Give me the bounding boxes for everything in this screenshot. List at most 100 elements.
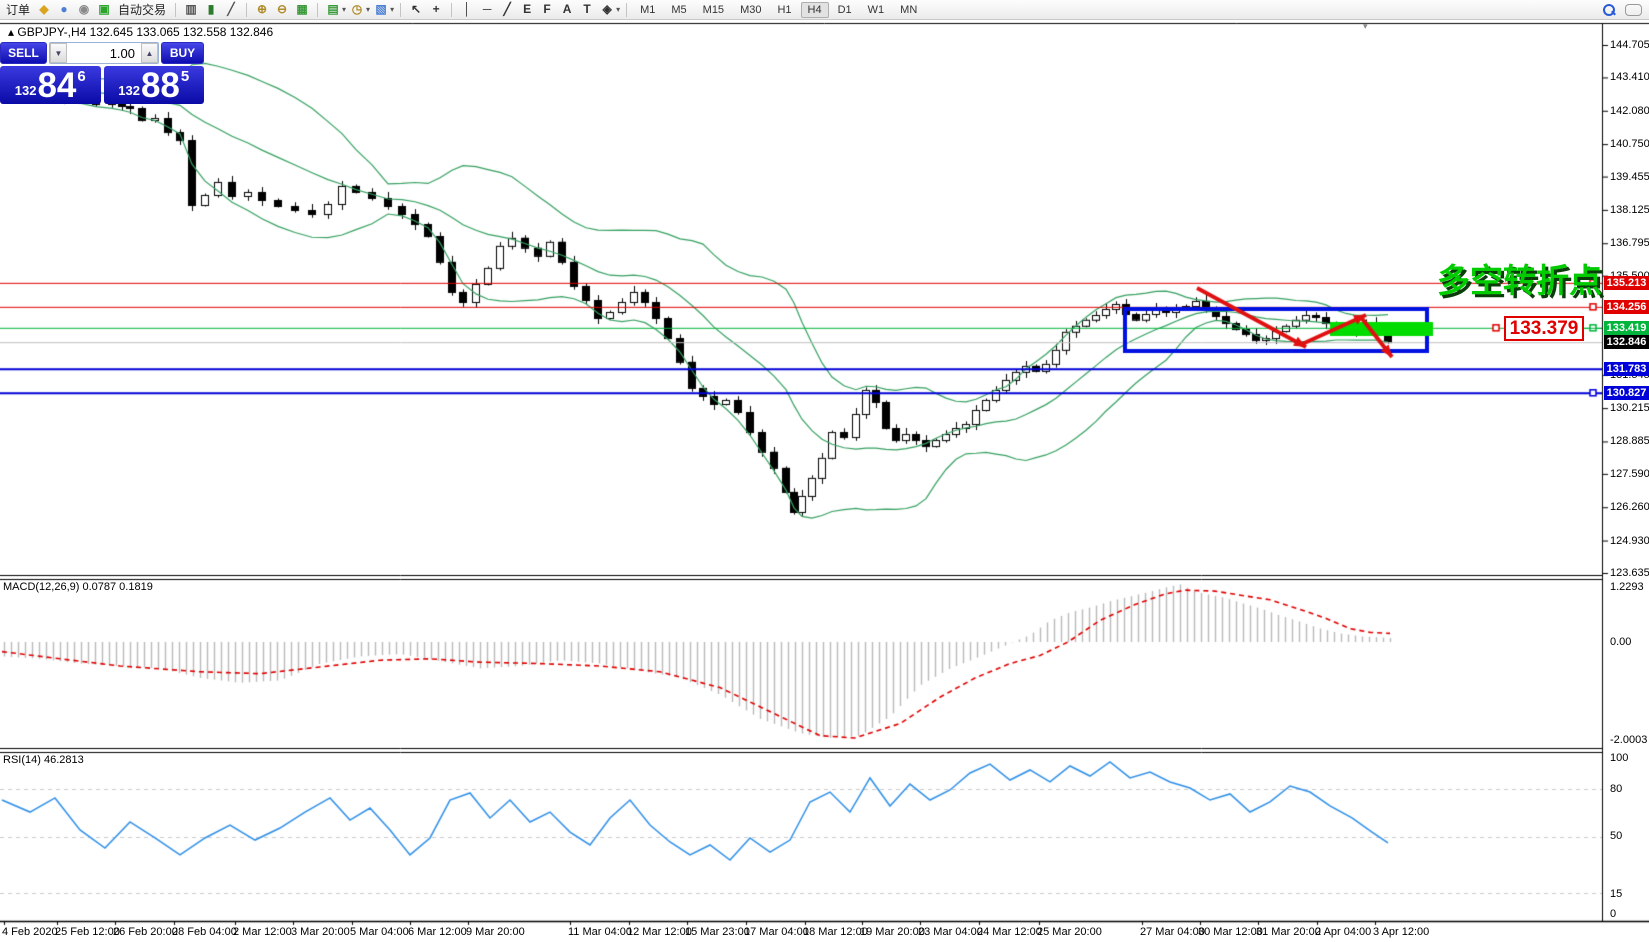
time-axis-label[interactable]: 15 Mar 23:00 xyxy=(685,926,750,938)
timeframe-button-m5[interactable]: M5 xyxy=(671,3,687,16)
sell-button[interactable]: SELL xyxy=(0,42,47,64)
buy-price-main: 88 xyxy=(140,66,180,105)
time-axis-label[interactable]: 25 Mar 20:00 xyxy=(1037,926,1102,938)
toolbar-separator xyxy=(451,2,453,17)
zoom-in-icon[interactable]: ⊕ xyxy=(257,1,268,16)
time-axis-label[interactable]: 26 Feb 20:00 xyxy=(113,926,178,938)
panel-collapse-icon[interactable]: ▾ xyxy=(1363,21,1368,31)
time-axis-label[interactable]: 4 Feb 2020 xyxy=(2,926,58,938)
time-axis-label[interactable]: 30 Mar 12:00 xyxy=(1198,926,1263,938)
rsi-indicator-label: RSI(14) 46.2813 xyxy=(3,754,84,766)
time-axis-label[interactable]: 18 Mar 12:00 xyxy=(803,926,868,938)
buy-button[interactable]: BUY xyxy=(161,42,204,64)
rsi-axis-label: 0 xyxy=(1610,908,1617,920)
time-axis-label[interactable]: 3 Apr 12:00 xyxy=(1373,926,1430,938)
price-badge-134.256: 134.256 xyxy=(1604,299,1649,314)
time-axis-label[interactable]: 2 Apr 04:00 xyxy=(1315,926,1372,938)
time-axis-label[interactable]: 5 Mar 04:00 xyxy=(350,926,409,938)
price-tick-label: 127.590 xyxy=(1610,467,1649,480)
auto-trading-icon[interactable]: ▣ xyxy=(98,1,110,16)
channel-icon[interactable]: F xyxy=(543,1,551,16)
macd-indicator-label: MACD(12,26,9) 0.0787 0.1819 xyxy=(3,581,153,593)
time-axis-label[interactable]: 17 Mar 04:00 xyxy=(744,926,809,938)
macd-axis-label: -2.0003 xyxy=(1610,734,1648,746)
buy-price-button[interactable]: 132 88 5 xyxy=(103,66,204,105)
sell-price-button[interactable]: 132 84 6 xyxy=(0,66,101,104)
price-tick-label: 139.455 xyxy=(1610,170,1649,183)
bar-chart-icon[interactable]: ▥ xyxy=(185,1,197,16)
new-chart-icon[interactable]: ▤ xyxy=(327,1,339,16)
timeframe-button-h4[interactable]: H4 xyxy=(800,1,829,18)
price-tick-label: 142.080 xyxy=(1610,104,1649,117)
crosshair-icon[interactable]: + xyxy=(432,1,440,16)
auto-trading-button[interactable]: 自动交易 xyxy=(118,3,167,17)
sell-price-pip: 6 xyxy=(77,68,86,85)
macd-axis-label: 0.00 xyxy=(1610,636,1632,648)
price-tick-label: 136.795 xyxy=(1610,237,1649,250)
volume-increase-button[interactable]: ▲ xyxy=(141,43,158,63)
toolbar-separator xyxy=(175,2,177,17)
zoom-out-icon[interactable]: ⊖ xyxy=(277,1,288,16)
new-order-button[interactable]: 订单 xyxy=(6,3,31,17)
timeframe-button-m1[interactable]: M1 xyxy=(640,3,656,16)
new-chart-icon-caret[interactable]: ▾ xyxy=(342,5,347,14)
text-icon[interactable]: A xyxy=(562,1,572,16)
search-icon[interactable] xyxy=(1603,3,1616,16)
price-callout-label[interactable]: 133.379 xyxy=(1504,316,1584,341)
timeframe-button-d1[interactable]: D1 xyxy=(837,3,852,16)
chat-icon[interactable] xyxy=(1625,3,1642,16)
turning-point-annotation[interactable]: 多空转折点 xyxy=(1437,262,1602,299)
time-axis-label[interactable]: 27 Mar 04:00 xyxy=(1140,926,1205,938)
market-watch-icon[interactable]: ◆ xyxy=(39,1,49,16)
time-axis-label[interactable]: 12 Mar 12:00 xyxy=(627,926,692,938)
price-tick-label: 130.215 xyxy=(1610,402,1649,415)
time-axis-label[interactable]: 31 Mar 20:00 xyxy=(1256,926,1321,938)
time-axis-label[interactable]: 11 Mar 04:00 xyxy=(568,926,633,938)
timeframe-button-h1[interactable]: H1 xyxy=(777,3,792,16)
candlestick-chart-icon[interactable]: ▮ xyxy=(207,1,215,16)
horizontal-line-icon[interactable]: ─ xyxy=(482,1,492,16)
toolbar-separator xyxy=(626,2,628,17)
timeframe-button-m30[interactable]: M30 xyxy=(740,3,762,16)
time-axis-label[interactable]: 3 Mar 20:00 xyxy=(291,926,350,938)
text-label-icon[interactable]: T xyxy=(583,1,591,16)
price-badge-132.846: 132.846 xyxy=(1604,335,1649,350)
trendline-icon[interactable]: ╱ xyxy=(503,1,511,16)
profiles-icon-caret[interactable]: ▾ xyxy=(366,5,371,14)
templates-icon[interactable]: ▧ xyxy=(375,1,387,16)
time-axis-label[interactable]: 2 Mar 12:00 xyxy=(233,926,292,938)
timeframe-button-m15[interactable]: M15 xyxy=(702,3,725,16)
volume-input[interactable] xyxy=(67,43,141,63)
time-axis-label[interactable]: 23 Mar 04:00 xyxy=(918,926,983,938)
time-axis-label[interactable]: 25 Feb 12:00 xyxy=(55,926,120,938)
price-tick-label: 128.885 xyxy=(1610,435,1649,448)
templates-icon-caret[interactable]: ▾ xyxy=(390,5,395,14)
time-axis-label[interactable]: 9 Mar 20:00 xyxy=(466,926,525,938)
price-tick-label: 124.930 xyxy=(1610,534,1649,547)
time-axis-label[interactable]: 28 Feb 04:00 xyxy=(172,926,237,938)
time-axis-label[interactable]: 6 Mar 12:00 xyxy=(408,926,467,938)
vertical-line-icon[interactable]: │ xyxy=(463,1,471,16)
rsi-axis-label: 50 xyxy=(1610,830,1623,842)
line-chart-icon[interactable]: ╱ xyxy=(227,1,235,16)
timeframe-button-mn[interactable]: MN xyxy=(900,3,918,16)
buy-price-int: 132 xyxy=(118,83,140,98)
profile-icon[interactable]: ● xyxy=(60,1,68,16)
toolbar-separator xyxy=(246,2,248,17)
fibonacci-icon[interactable]: E xyxy=(523,1,532,16)
volume-decrease-button[interactable]: ▼ xyxy=(50,43,67,63)
time-axis-label[interactable]: 19 Mar 20:00 xyxy=(860,926,925,938)
time-axis-label[interactable]: 24 Mar 12:00 xyxy=(977,926,1042,938)
timeframe-button-w1[interactable]: W1 xyxy=(867,3,885,16)
shapes-icon-caret[interactable]: ▾ xyxy=(616,5,621,14)
shapes-icon[interactable]: ◈ xyxy=(602,1,612,16)
signals-icon[interactable]: ◉ xyxy=(78,1,90,16)
price-tick-label: 126.260 xyxy=(1610,501,1649,514)
price-tick-label: 140.750 xyxy=(1610,138,1649,151)
cursor-icon[interactable]: ↖ xyxy=(411,1,422,16)
price-tick-label: 144.705 xyxy=(1610,39,1649,51)
profiles-icon[interactable]: ◷ xyxy=(351,1,363,16)
tile-windows-icon[interactable]: ▦ xyxy=(296,1,308,16)
